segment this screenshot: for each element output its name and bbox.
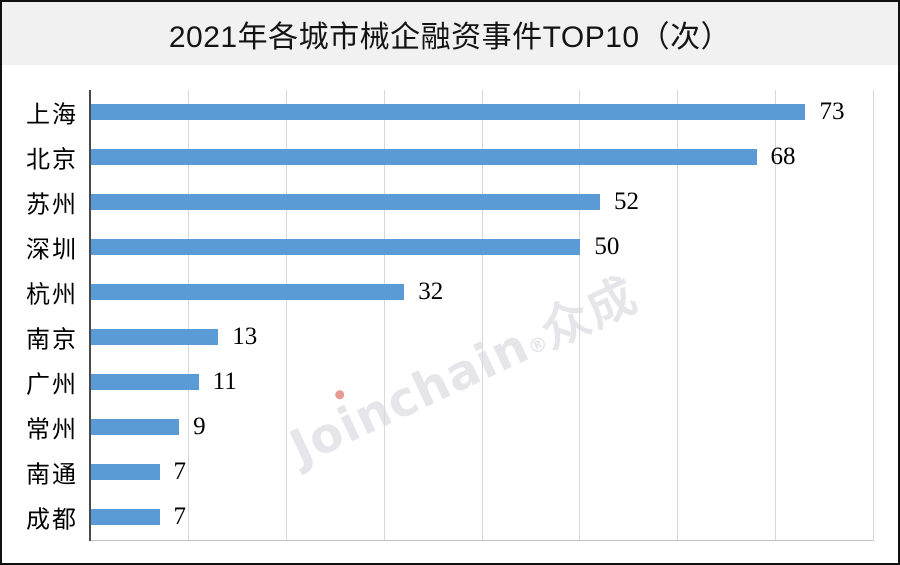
category-label: 成都 bbox=[26, 507, 78, 534]
value-label: 50 bbox=[594, 233, 620, 261]
gridline bbox=[775, 90, 777, 541]
gridline bbox=[187, 90, 189, 541]
bar bbox=[91, 194, 600, 211]
bar bbox=[91, 284, 405, 301]
value-label: 68 bbox=[770, 143, 796, 171]
gridline bbox=[677, 90, 679, 541]
category-label: 深圳 bbox=[26, 237, 78, 264]
bar bbox=[91, 149, 757, 166]
category-label: 广州 bbox=[26, 372, 78, 399]
watermark-brand-text: Joinchain bbox=[281, 317, 538, 477]
gridline bbox=[579, 90, 581, 541]
value-label: 11 bbox=[212, 367, 237, 395]
chart-title-bar: 2021年各城市械企融资事件TOP10（次） bbox=[2, 2, 898, 65]
gridline bbox=[383, 90, 385, 541]
category-label: 南京 bbox=[26, 327, 78, 354]
bar bbox=[91, 463, 160, 480]
value-label: 7 bbox=[173, 502, 187, 530]
category-label: 上海 bbox=[26, 102, 78, 129]
category-label: 杭州 bbox=[26, 282, 78, 309]
gridline bbox=[481, 90, 483, 541]
value-label: 52 bbox=[613, 188, 639, 216]
x-axis-line bbox=[90, 540, 873, 541]
value-label: 7 bbox=[173, 457, 187, 485]
bar bbox=[91, 373, 199, 390]
chart-title: 2021年各城市械企融资事件TOP10（次） bbox=[168, 20, 732, 54]
value-label: 13 bbox=[232, 322, 258, 350]
value-label: 9 bbox=[193, 412, 206, 440]
category-label: 北京 bbox=[26, 147, 78, 174]
watermark-cjk-text: 众成 bbox=[532, 266, 647, 360]
y-axis-line bbox=[89, 90, 91, 541]
bar bbox=[91, 328, 219, 345]
category-label: 常州 bbox=[26, 417, 78, 444]
bar bbox=[91, 418, 180, 435]
value-label: 73 bbox=[819, 98, 845, 126]
category-label: 南通 bbox=[26, 462, 78, 489]
value-label: 32 bbox=[418, 278, 444, 306]
bar bbox=[91, 239, 581, 256]
bar bbox=[91, 104, 806, 121]
gridline bbox=[873, 90, 874, 541]
bar bbox=[91, 508, 160, 525]
category-label: 苏州 bbox=[26, 192, 78, 219]
gridline bbox=[285, 90, 287, 541]
